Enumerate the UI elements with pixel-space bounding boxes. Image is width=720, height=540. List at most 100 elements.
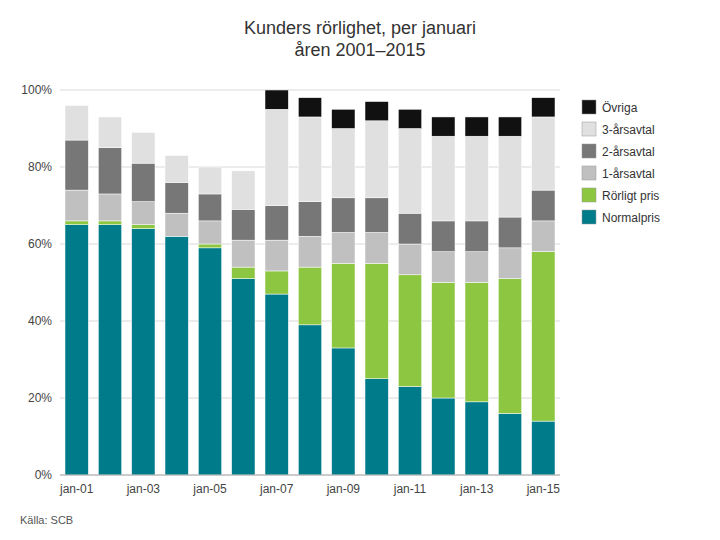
bar-segment	[498, 279, 521, 414]
series	[65, 221, 555, 421]
x-tick-label: jan-15	[526, 482, 561, 496]
bar-segment	[398, 244, 421, 275]
bar-segment	[265, 240, 288, 271]
bar-segment	[232, 171, 255, 210]
bar-segment	[132, 229, 155, 475]
bar-segment	[198, 244, 221, 248]
bar-segment	[132, 132, 155, 163]
bar-segment	[365, 102, 388, 121]
chart-svg: Kunders rörlighet, per januariåren 2001–…	[0, 0, 720, 540]
bar-segment	[65, 221, 88, 225]
bar-segment	[65, 190, 88, 221]
x-tick-label: jan-13	[459, 482, 494, 496]
bar-segment	[432, 117, 455, 136]
legend-label: 3-årsavtal	[602, 123, 655, 137]
y-tick-label: 40%	[28, 314, 52, 328]
bar-segment	[265, 294, 288, 475]
bar-segment	[232, 267, 255, 279]
bar-segment	[165, 213, 188, 236]
x-tick-label: jan-03	[126, 482, 161, 496]
bar-segment	[365, 379, 388, 475]
legend-label: 1-årsavtal	[602, 167, 655, 181]
legend-label: Normalpris	[602, 211, 660, 225]
bar-segment	[98, 116, 121, 117]
bar-segment	[232, 209, 255, 240]
bar-segment	[432, 283, 455, 399]
bar-segment	[465, 136, 488, 221]
x-tick-label: jan-11	[393, 482, 427, 496]
bar-segment	[532, 117, 555, 190]
bar-segment	[132, 225, 155, 229]
bar-segment	[98, 117, 121, 148]
bar-segment	[265, 90, 288, 109]
bar-segment	[498, 217, 521, 248]
bar-segment	[298, 117, 321, 202]
bar-segment	[165, 155, 188, 182]
bar-segment	[298, 98, 321, 117]
bar-segment	[398, 129, 421, 214]
legend-label: Övriga	[602, 101, 638, 115]
bar-segment	[398, 109, 421, 128]
title: Kunders rörlighet, per januariåren 2001–…	[244, 18, 476, 60]
bar-segment	[132, 163, 155, 202]
legend-label: Rörligt pris	[602, 189, 659, 203]
bar-segment	[265, 109, 288, 205]
bar-segment	[432, 221, 455, 252]
legend-swatch	[582, 122, 596, 136]
y-tick-label: 60%	[28, 237, 52, 251]
bar-segment	[465, 252, 488, 283]
bar-segment	[532, 98, 555, 117]
bar-segment	[298, 236, 321, 267]
annotation: Källa: SCB	[20, 514, 73, 526]
y-tick-label: 0%	[35, 468, 53, 482]
bar-segment	[365, 263, 388, 379]
bar-segment	[298, 325, 321, 475]
legend-swatch	[582, 166, 596, 180]
x-axis-line	[60, 475, 560, 476]
legend: Övriga3-årsavtal2-årsavtal1-årsavtalRörl…	[582, 100, 660, 225]
legend-swatch	[582, 188, 596, 202]
bar-segment	[132, 132, 155, 133]
bar-segment	[198, 248, 221, 475]
bar-segment	[132, 202, 155, 225]
bar-segment	[65, 105, 88, 106]
bar-segment	[232, 240, 255, 267]
bar-segment	[398, 213, 421, 244]
bar-segment	[498, 136, 521, 217]
legend-swatch	[582, 210, 596, 224]
bar-segment	[432, 136, 455, 221]
bar-segment	[65, 140, 88, 190]
bars	[65, 90, 555, 475]
chart-container: Kunders rörlighet, per januariåren 2001–…	[0, 0, 720, 540]
y-axis: 0%20%40%60%80%100%	[21, 83, 560, 482]
bar-segment	[265, 206, 288, 241]
bar-segment	[498, 248, 521, 279]
bar-segment	[332, 129, 355, 198]
bar-segment	[65, 105, 88, 140]
bar-segment	[98, 221, 121, 225]
series	[65, 225, 555, 475]
bar-segment	[332, 232, 355, 263]
bar-segment	[532, 252, 555, 421]
bar-segment	[98, 225, 121, 475]
bar-segment	[432, 252, 455, 283]
bar-segment	[532, 221, 555, 252]
bar-segment	[532, 421, 555, 475]
grid-line	[60, 475, 560, 476]
bar-segment	[398, 275, 421, 387]
bar-segment	[198, 194, 221, 221]
legend-swatch	[582, 144, 596, 158]
x-tick-label: jan-01	[59, 482, 94, 496]
bar-segment	[298, 202, 321, 237]
bar-segment	[198, 221, 221, 244]
grid-line	[60, 90, 560, 91]
bar-segment	[398, 386, 421, 475]
series	[65, 105, 555, 220]
bar-segment	[332, 263, 355, 348]
bar-segment	[465, 402, 488, 475]
y-tick-label: 100%	[21, 83, 52, 97]
bar-segment	[98, 194, 121, 221]
bar-segment	[198, 167, 221, 168]
x-tick-label: jan-05	[192, 482, 227, 496]
legend-swatch	[582, 100, 596, 114]
